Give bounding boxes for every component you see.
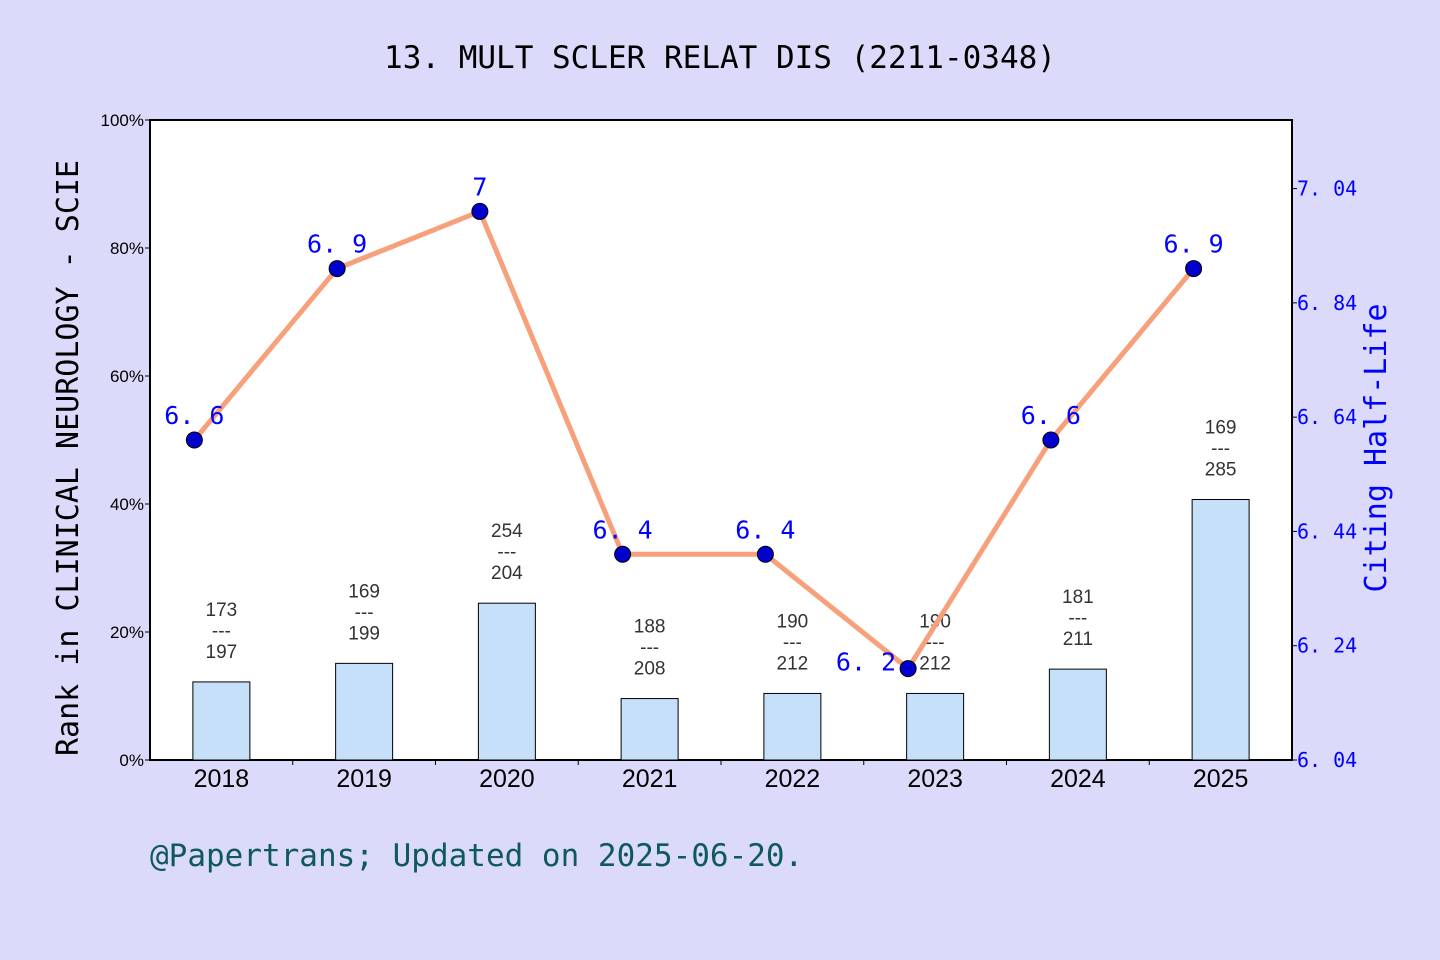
line-marker: [1042, 431, 1060, 449]
y2-tick-label: 6. 44: [1297, 519, 1357, 543]
line-value-label: 6. 9: [1164, 230, 1224, 259]
bar-rank-label: 173: [206, 600, 238, 621]
y2-tick-label: 7. 04: [1297, 177, 1357, 201]
bar-label-divider: ---: [497, 542, 516, 563]
y-tick-label: 40%: [110, 495, 144, 514]
y-tick-label: 20%: [110, 623, 144, 642]
bar-total-label: 212: [919, 653, 951, 674]
bar: [477, 602, 536, 761]
bar: [763, 692, 822, 761]
x-tick-label: 2018: [194, 765, 250, 793]
x-tick-label: 2019: [336, 765, 392, 793]
bar-label-divider: ---: [640, 638, 659, 659]
x-tick-label: 2024: [1050, 765, 1106, 793]
line-marker: [1185, 260, 1203, 278]
bar-total-label: 212: [777, 653, 809, 674]
y-tick-label: 100%: [101, 111, 144, 130]
bar: [906, 692, 965, 761]
y2-tick-label: 6. 24: [1297, 634, 1357, 658]
bar-label-divider: ---: [783, 632, 802, 653]
bar-total-label: 285: [1205, 460, 1237, 481]
bar-rank-label: 169: [1205, 418, 1237, 439]
bar-total-label: 204: [491, 563, 523, 584]
line-marker: [614, 545, 632, 563]
y-axis-label: Rank in CLINICAL NEUROLOGY - SCIE: [51, 160, 86, 756]
y2-axis-label: Citing Half-Life: [1359, 304, 1394, 593]
bar: [335, 662, 394, 761]
bar-total-label: 208: [634, 659, 666, 680]
line-marker: [328, 260, 346, 278]
bar-label-divider: ---: [926, 632, 945, 653]
bar-rank-label: 169: [348, 581, 380, 602]
line-marker: [471, 202, 489, 220]
y-tick-label: 0%: [119, 751, 144, 770]
line-value-label: 7: [472, 172, 487, 201]
x-tick-label: 2025: [1193, 765, 1249, 793]
line-value-label: 6. 4: [593, 515, 653, 544]
x-tick-label: 2022: [765, 765, 821, 793]
bar-label-divider: ---: [355, 602, 374, 623]
line-value-label: 6. 4: [735, 515, 795, 544]
bar-total-label: 211: [1063, 629, 1093, 650]
line-marker: [185, 431, 203, 449]
bar: [1048, 668, 1107, 761]
x-tick-label: 2021: [622, 765, 678, 793]
chart-title: 13. MULT SCLER RELAT DIS (2211-0348): [384, 40, 1056, 76]
bar-rank-label: 188: [634, 617, 666, 638]
y2-tick-label: 6. 04: [1297, 748, 1357, 772]
y2-tick-label: 6. 84: [1297, 291, 1357, 315]
line-value-label: 6. 9: [307, 230, 367, 259]
y-tick-label: 60%: [110, 367, 144, 386]
line-value-label: 6. 2: [836, 648, 896, 677]
line-marker: [899, 660, 917, 678]
plot-area: [149, 119, 1293, 761]
bar: [192, 681, 251, 761]
bar-rank-label: 181: [1062, 587, 1094, 608]
bar-rank-label: 254: [491, 521, 523, 542]
line-value-label: 6. 6: [1021, 401, 1081, 430]
x-tick-label: 2023: [907, 765, 963, 793]
bar-total-label: 197: [206, 642, 238, 663]
series-line: [192, 208, 1196, 673]
x-tick-label: 2020: [479, 765, 535, 793]
y-tick-label: 80%: [110, 239, 144, 258]
y2-tick-label: 6. 64: [1297, 405, 1357, 429]
bar-rank-label: 190: [777, 611, 809, 632]
bar-total-label: 199: [348, 623, 380, 644]
line-marker: [756, 545, 774, 563]
bar: [1191, 499, 1250, 761]
bar-label-divider: ---: [1211, 439, 1230, 460]
bar-label-divider: ---: [212, 621, 231, 642]
bar: [620, 698, 679, 761]
footer: @Papertrans; Updated on 2025-06-20.: [150, 838, 803, 874]
bar-label-divider: ---: [1068, 608, 1087, 629]
line-value-label: 6. 6: [164, 401, 224, 430]
